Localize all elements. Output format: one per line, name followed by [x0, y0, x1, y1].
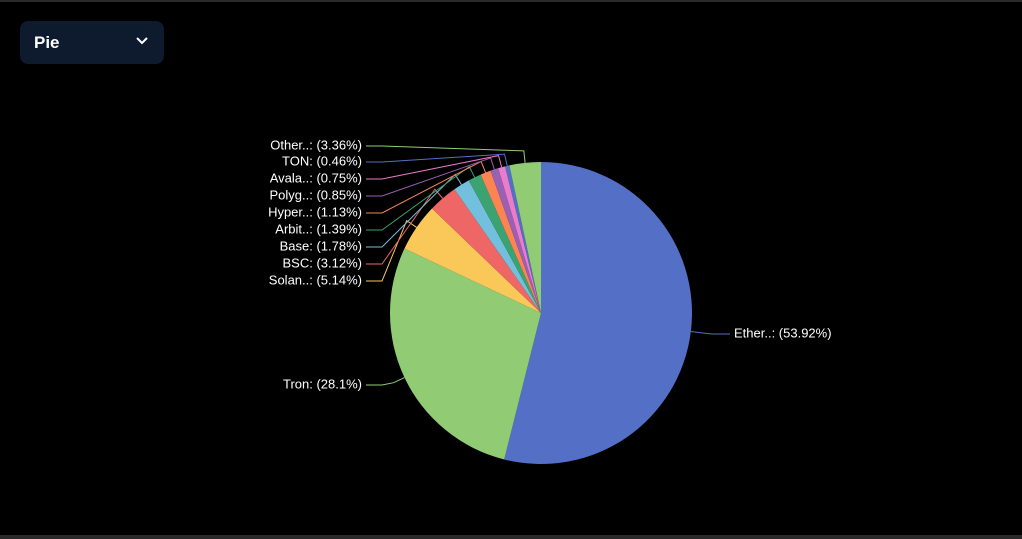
- label-line: [366, 153, 508, 166]
- data-label: Other..: (3.36%): [270, 137, 362, 152]
- data-label: Polyg..: (0.85%): [270, 187, 363, 202]
- pie-slice: [498, 166, 541, 313]
- label-line: [366, 155, 503, 180]
- label-line: [366, 145, 526, 163]
- label-line: [366, 219, 417, 282]
- dropdown-label: Pie: [34, 33, 60, 52]
- label-line: [366, 165, 476, 231]
- pie-slice: [390, 248, 541, 460]
- pie-slice: [468, 174, 541, 313]
- chevron-icon: [136, 37, 148, 45]
- data-label: TON: (0.46%): [282, 153, 362, 168]
- pie-slice: [431, 189, 541, 313]
- pie-slice: [454, 180, 541, 313]
- data-label: Arbit..: (1.39%): [275, 221, 362, 236]
- pie-slice: [490, 168, 541, 313]
- data-label: Solan..: (5.14%): [269, 272, 362, 287]
- label-line: [366, 157, 495, 197]
- data-label: Avala..: (0.75%): [270, 170, 362, 185]
- label-line: [690, 331, 730, 335]
- data-label: Tron: (28.1%): [283, 376, 362, 391]
- label-line: [366, 377, 405, 386]
- label-line: [366, 160, 487, 214]
- label-line: [366, 173, 462, 248]
- data-label: BSC: (3.12%): [283, 255, 362, 270]
- pie-slice: [509, 162, 541, 313]
- pie-slice: [504, 162, 693, 464]
- data-label: Ether..: (53.92%): [734, 325, 832, 340]
- data-label: Base: (1.78%): [280, 238, 362, 253]
- label-line: [366, 188, 444, 265]
- pie-slice: [505, 165, 541, 313]
- data-label: Hyper..: (1.13%): [268, 204, 362, 219]
- chart-type-dropdown[interactable]: Pie: [20, 21, 164, 64]
- pie-slice: [404, 208, 541, 313]
- pie-slice: [480, 170, 541, 313]
